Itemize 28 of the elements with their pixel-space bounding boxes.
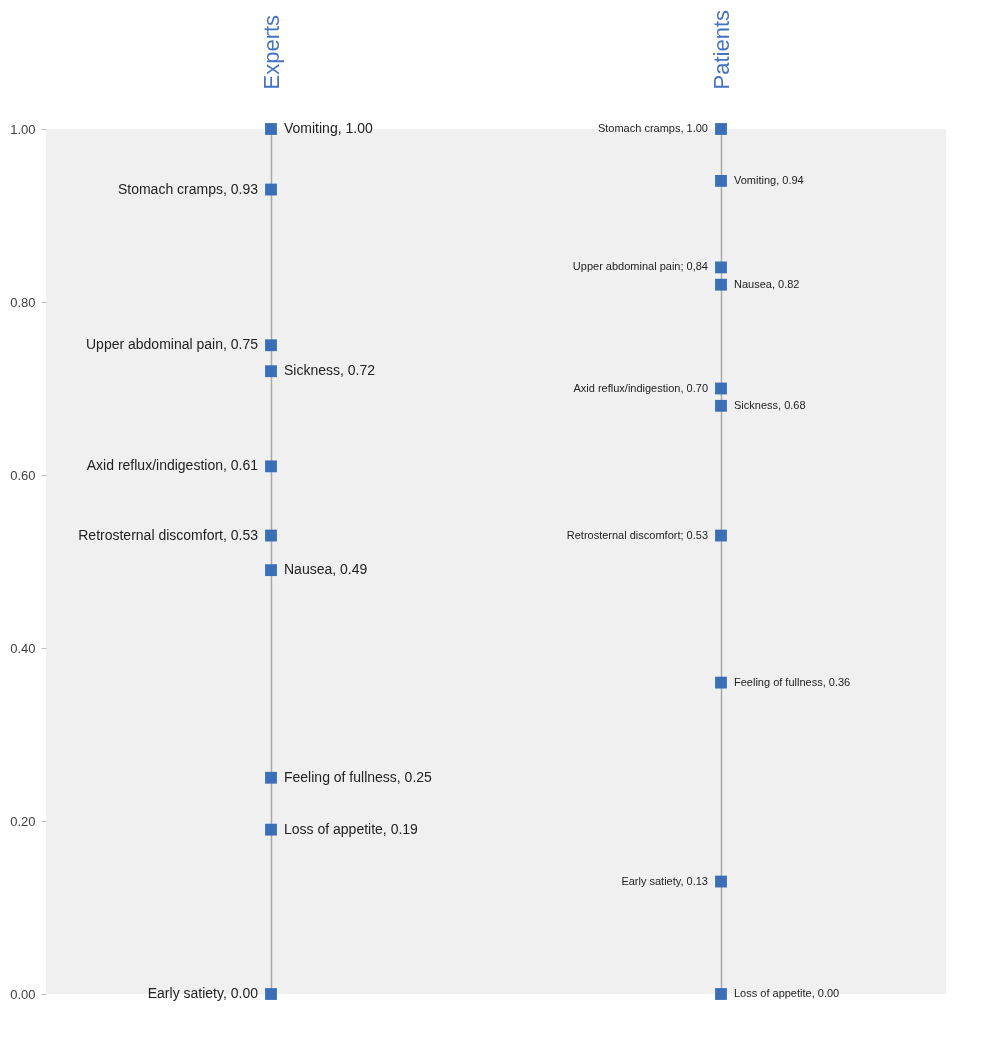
data-label: Axid reflux/indigestion, 0.61 [86, 457, 259, 474]
data-label: Upper abdominal pain; 0,84 [572, 260, 708, 273]
data-label: Nausea, 0.49 [284, 561, 368, 578]
data-label: Early satiety, 0.13 [621, 874, 708, 887]
data-label: Nausea, 0.82 [734, 277, 800, 290]
data-label: Upper abdominal pain, 0.75 [85, 336, 259, 353]
data-label: Sickness, 0.68 [734, 398, 806, 411]
data-label: Vomiting, 0.94 [734, 173, 804, 186]
data-label: Loss of appetite, 0.00 [734, 987, 840, 999]
data-label: Loss of appetite, 0.19 [284, 820, 419, 837]
data-label: Stomach cramps, 0.93 [117, 180, 259, 197]
y-tick-label: 0.00 [10, 986, 36, 1002]
y-tick-label: 0.40 [10, 640, 36, 656]
x-tick-label: Experts [258, 14, 284, 90]
data-label: Retrosternal discomfort; 0.53 [566, 528, 708, 541]
data-label: Feeling of fullness, 0.36 [734, 675, 851, 688]
y-tick-label: 0.20 [10, 813, 36, 829]
data-label: Axid reflux/indigestion, 0.70 [573, 381, 708, 394]
data-label: Vomiting, 1.00 [284, 120, 373, 136]
data-label: Sickness, 0.72 [284, 362, 376, 379]
data-label: Early satiety, 0.00 [147, 985, 259, 1001]
data-label: Feeling of fullness, 0.25 [284, 768, 433, 785]
x-tick-label: Patients [708, 10, 734, 90]
y-tick-label: 1.00 [10, 121, 36, 137]
data-label: Retrosternal discomfort, 0.53 [78, 526, 259, 543]
data-label: Stomach cramps, 1.00 [597, 122, 708, 134]
y-tick-label: 0.80 [10, 294, 36, 310]
y-tick-label: 0.60 [10, 467, 36, 483]
